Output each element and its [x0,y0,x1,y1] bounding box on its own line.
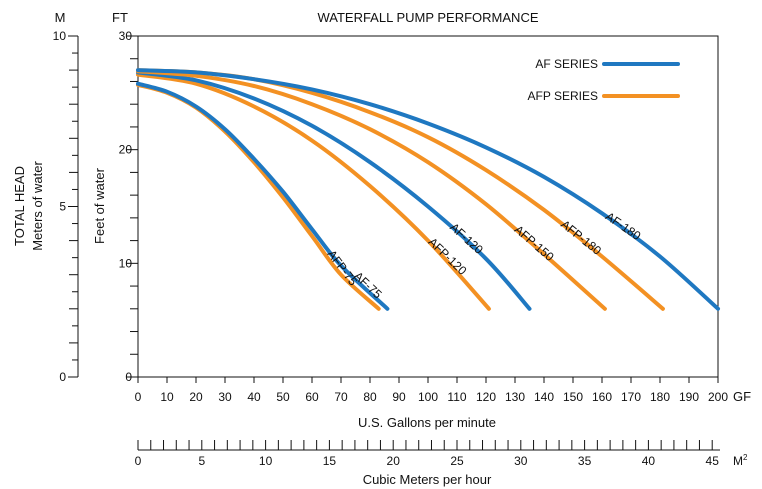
meters-tick-label: 0 [59,370,66,384]
cubic-tick-label: 30 [514,454,528,468]
cubic-tick-label: 5 [198,454,205,468]
cubic-axis-unit: M2 [733,453,748,468]
gallons-tick-label: 30 [218,390,232,404]
feet-tick-label: 20 [119,143,133,157]
curve-label-af-180: AF-180 [603,209,644,243]
meters-of-water-label: Meters of water [30,161,45,251]
gallons-tick-label: 80 [363,390,377,404]
gallons-tick-label: 150 [563,390,583,404]
x-axis-unit: GF [733,389,751,404]
curve-afp-180 [136,68,665,311]
feet-tick-label: 0 [125,370,132,384]
feet-tick-label: 30 [119,29,133,43]
gallons-tick-label: 20 [189,390,203,404]
curve-afp-150 [136,69,607,311]
curve-label-afp-150: AFP-150 [512,222,557,264]
gallons-tick-label: 100 [418,390,438,404]
legend-label-afp-series: AFP SERIES [528,89,598,103]
legend-label-af-series: AF SERIES [535,57,598,71]
gallons-tick-label: 130 [505,390,525,404]
x-axis-title: U.S. Gallons per minute [358,415,496,430]
pump-curves [136,68,720,311]
meters-axis: 0 5 10 [53,29,79,384]
feet-axis: 0 10 20 30 [119,29,138,384]
curve-label-afp-180: AFP-180 [558,217,604,258]
legend: AF SERIES AFP SERIES [528,57,680,103]
curve-afp-120 [136,72,491,311]
gallons-tick-label: 140 [534,390,554,404]
meters-tick-label: 10 [53,29,67,43]
cubic-tick-label: 15 [323,454,337,468]
curve-af-120 [136,70,532,311]
gallons-tick-label: 70 [334,390,348,404]
gallons-tick-label: 200 [708,390,728,404]
curve-af-180 [136,68,720,311]
cubic-tick-label: 45 [706,454,720,468]
gallons-tick-label: 110 [447,390,466,404]
cubic-tick-label: 10 [259,454,273,468]
gallons-tick-label: 90 [392,390,406,404]
gallons-tick-label: 180 [650,390,670,404]
cubic-tick-label: 35 [578,454,592,468]
gallons-tick-label: 60 [305,390,319,404]
cubic-tick-label: 0 [135,454,142,468]
gallons-tick-label: 160 [592,390,612,404]
gallons-tick-label: 40 [247,390,261,404]
cubic-tick-label: 25 [450,454,464,468]
feet-unit-label: FT [112,10,128,25]
cubic-meters-axis: 0 5 10 15 20 25 30 35 40 45 [135,440,720,468]
gallons-tick-label: 0 [135,390,142,404]
chart-title: WATERFALL PUMP PERFORMANCE [317,10,538,25]
cubic-tick-label: 20 [387,454,401,468]
total-head-label: TOTAL HEAD [12,166,27,246]
gallons-tick-label: 120 [476,390,496,404]
cubic-axis-title: Cubic Meters per hour [363,472,492,487]
meters-unit-label: M [55,10,66,25]
meters-tick-label: 5 [59,200,66,214]
gallons-tick-label: 190 [679,390,699,404]
feet-tick-label: 10 [119,256,133,270]
gallons-tick-label: 10 [160,390,174,404]
gallons-tick-label: 50 [276,390,290,404]
gallons-axis: 0 10 20 30 40 50 60 70 80 90 100 110 120 130 140 150 160… [135,377,728,404]
curve-af-75 [136,81,390,311]
gallons-tick-label: 170 [621,390,641,404]
cubic-tick-label: 40 [642,454,656,468]
feet-of-water-label: Feet of water [92,167,107,244]
curve-label-af-75: AF-75 [351,269,385,302]
